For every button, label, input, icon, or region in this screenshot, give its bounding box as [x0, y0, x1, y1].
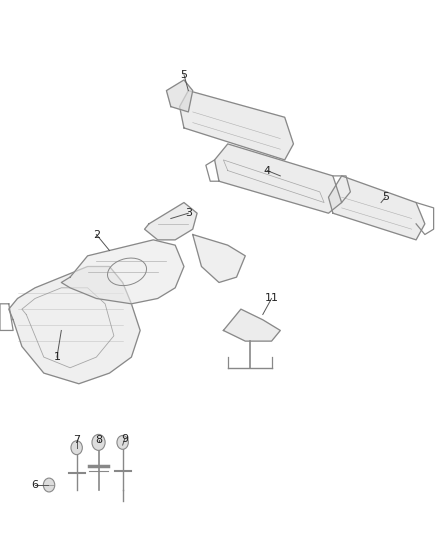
Text: 2: 2	[93, 230, 100, 239]
Polygon shape	[180, 91, 293, 160]
Text: 1: 1	[53, 352, 60, 362]
Text: 8: 8	[95, 435, 102, 445]
Text: 9: 9	[121, 434, 128, 443]
Polygon shape	[61, 240, 184, 304]
Polygon shape	[193, 235, 245, 282]
Text: 7: 7	[73, 435, 80, 445]
Text: 4: 4	[264, 166, 271, 175]
Polygon shape	[223, 309, 280, 341]
Polygon shape	[215, 144, 342, 213]
Circle shape	[71, 441, 82, 455]
Circle shape	[92, 434, 105, 450]
Text: 3: 3	[185, 208, 192, 218]
Text: 11: 11	[265, 294, 279, 303]
Polygon shape	[9, 266, 140, 384]
Polygon shape	[166, 80, 193, 112]
Text: 5: 5	[382, 192, 389, 202]
Circle shape	[43, 478, 55, 492]
Text: 6: 6	[32, 480, 39, 490]
Polygon shape	[145, 203, 197, 240]
Text: 5: 5	[180, 70, 187, 79]
Polygon shape	[328, 176, 425, 240]
Circle shape	[117, 435, 128, 449]
